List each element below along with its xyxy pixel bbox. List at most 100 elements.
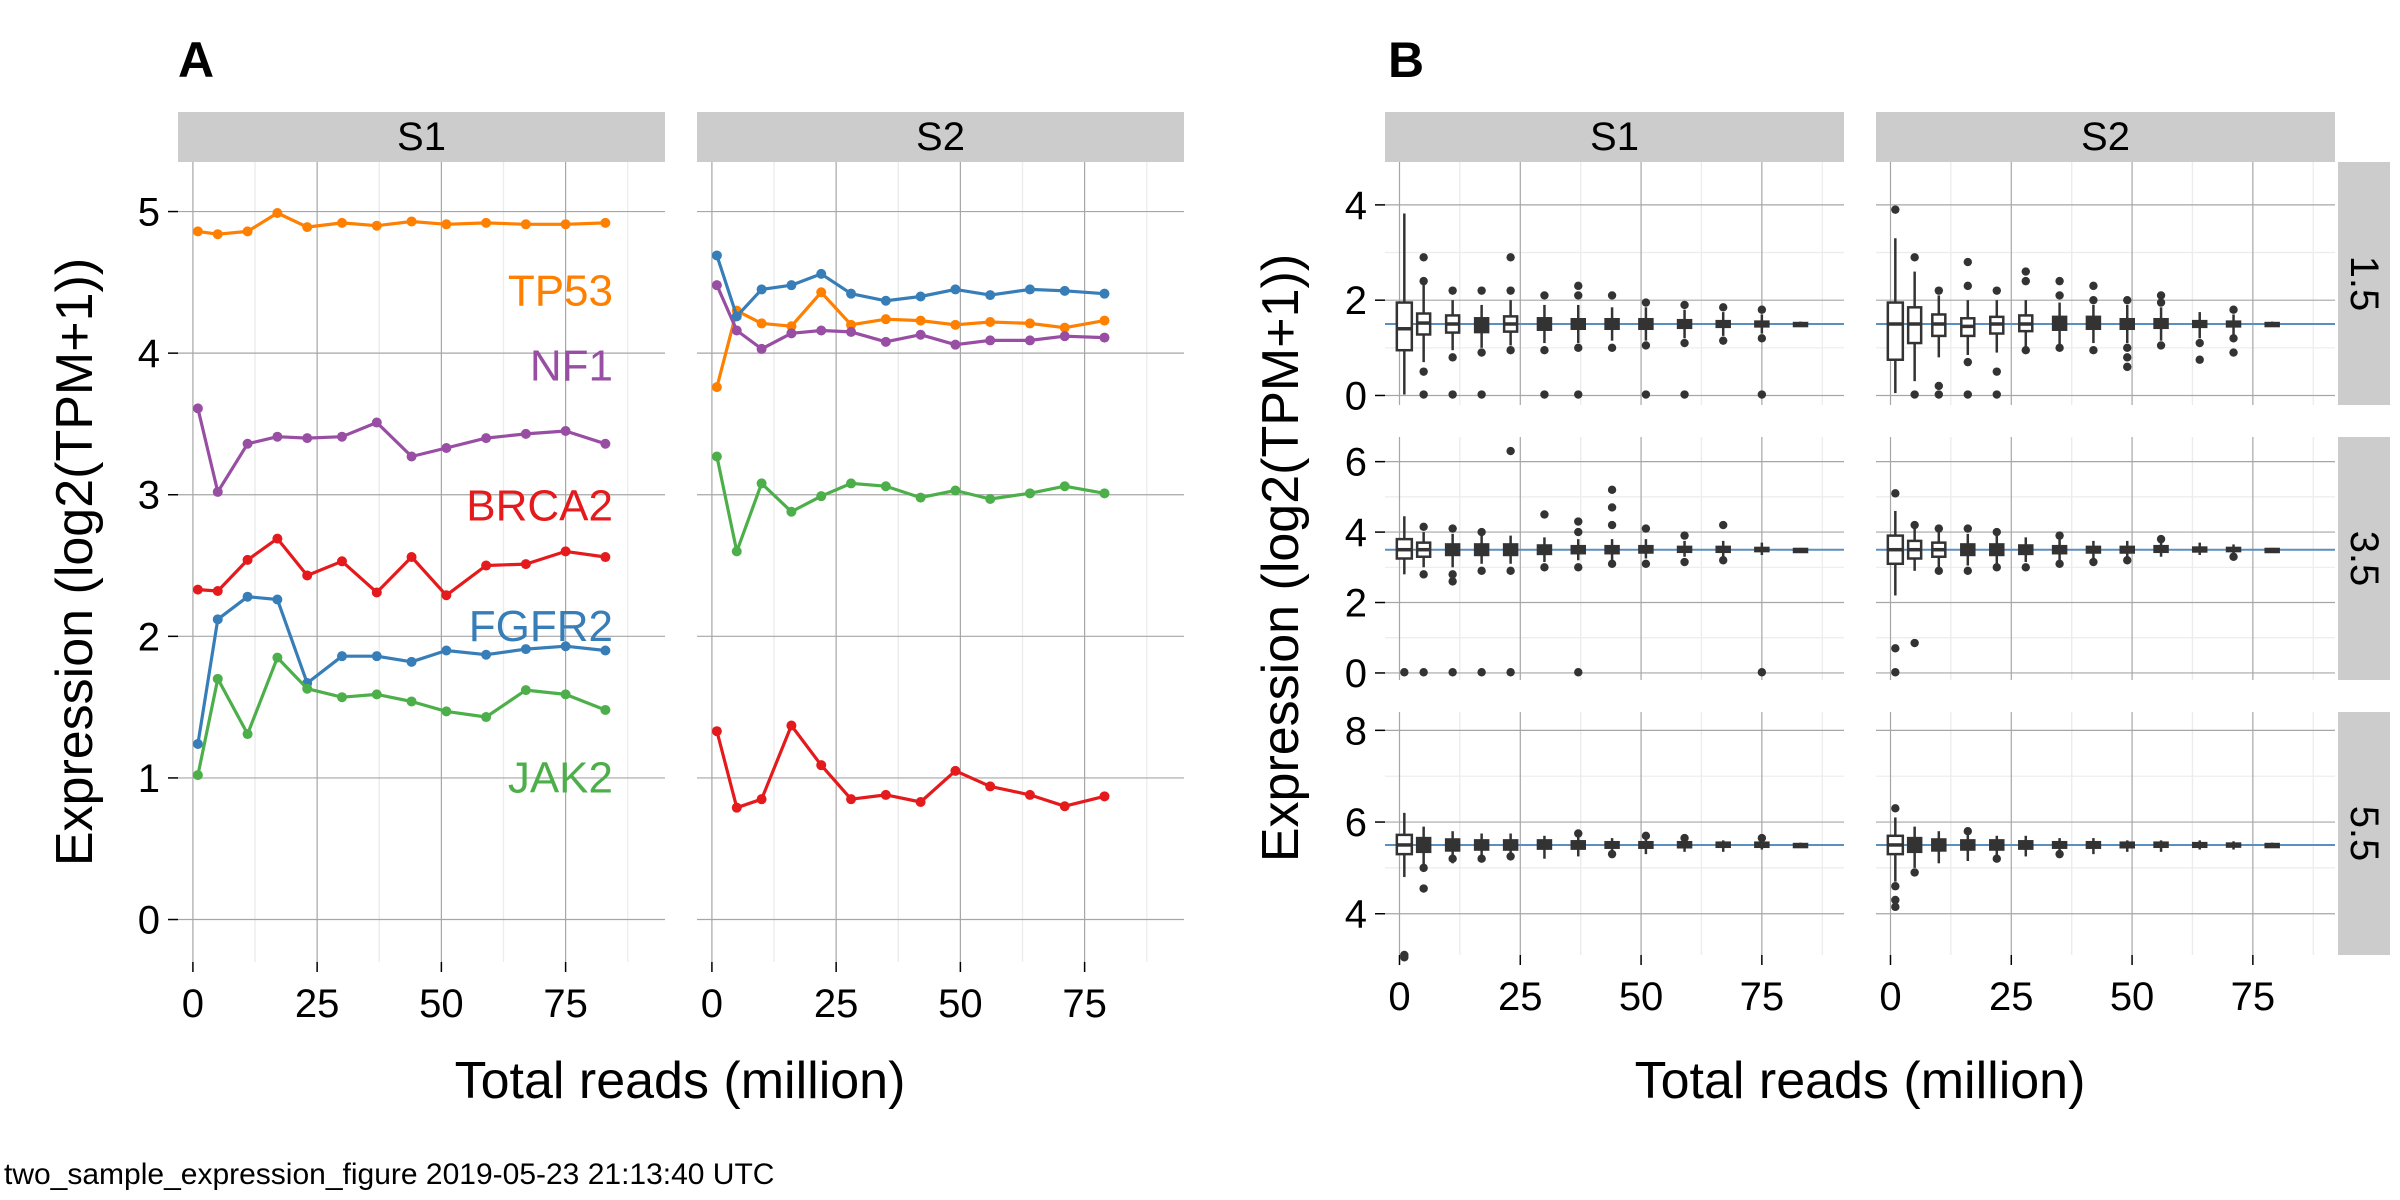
data-point-fgfr2 [846,288,857,299]
data-point-nf1 [880,336,891,347]
data-point-fgfr2 [1099,288,1110,299]
data-point-jak2 [371,689,382,700]
data-point-brca2 [846,794,857,805]
series-line-fgfr2-s2 [715,255,1105,318]
box-outlier [1891,902,1900,912]
box-outlier [2229,348,2238,357]
data-point-brca2 [816,760,827,771]
data-point-brca2 [1059,801,1070,812]
data-point-jak2 [786,506,797,517]
facet-strip-label: 3.5 [2342,531,2386,587]
box-outlier [2156,291,2166,300]
data-point-jak2 [711,451,722,462]
data-point-tp53 [242,226,253,237]
data-point-jak2 [302,683,313,694]
data-point-jak2 [1024,488,1035,499]
x-tick-label: 50 [938,982,983,1026]
box-outlier [1963,257,1973,267]
data-point-nf1 [786,328,797,339]
data-point-tp53 [915,315,926,326]
facet-strip [178,112,665,162]
data-point-fgfr2 [1024,284,1035,295]
box-outlier [1574,517,1583,526]
box-outlier [1607,849,1617,859]
data-point-tp53 [481,217,492,228]
box-outlier [2021,563,2030,572]
box-outlier [1477,527,1486,537]
box-outlier [1448,668,1457,677]
facet-strip [1876,112,2335,162]
series-line-nf1-s1 [196,408,606,494]
box-outlier [1400,950,1409,960]
box-outlier [1540,563,1549,572]
data-point-brca2 [731,802,742,813]
x-tick-label: 75 [1062,982,1107,1026]
data-point-nf1 [756,343,767,354]
x-tick-label: 75 [1740,975,1785,1019]
data-point-brca2 [242,554,253,565]
data-point-nf1 [846,326,857,337]
data-point-nf1 [371,417,382,428]
data-point-jak2 [242,729,253,740]
data-point-tp53 [302,222,313,233]
box-outlier [1574,563,1583,572]
data-point-jak2 [950,485,961,496]
data-point-nf1 [520,428,531,439]
data-point-jak2 [846,478,857,489]
data-point-nf1 [600,438,611,449]
box-outlier [2089,281,2098,291]
box-outlier [1607,503,1617,512]
data-point-brca2 [302,570,313,581]
data-point-fgfr2 [711,250,722,261]
box-outlier [1477,854,1486,863]
data-point-brca2 [212,586,223,597]
box-outlier [1934,566,1944,576]
facet-strip [1385,112,1844,162]
data-point-brca2 [520,559,531,570]
box-outlier [1891,895,1900,905]
box-outlier [1992,527,2001,537]
box-outlier [1963,566,1973,576]
x-tick-label: 25 [814,982,859,1026]
y-tick-label: 6 [1345,801,1367,845]
data-point-fgfr2 [985,290,996,301]
box-outlier [1419,253,1428,262]
facet-panel [1385,437,1844,680]
x-tick-label: 0 [701,982,723,1026]
data-point-tp53 [880,314,891,325]
box-outlier [1992,390,2001,399]
box-outlier [2156,341,2166,350]
data-point-fgfr2 [441,645,452,656]
data-point-fgfr2 [212,614,223,625]
box-outlier [1992,854,2001,863]
facet-strip-label: S1 [1590,115,1639,159]
x-tick-label: 0 [182,982,204,1026]
box-outlier [2156,534,2166,544]
box-outlier [1680,531,1689,540]
y-tick-label: 4 [1345,511,1367,555]
box-outlier [1607,559,1617,568]
data-point-fgfr2 [915,291,926,302]
box-outlier [1506,253,1515,262]
data-point-brca2 [985,781,996,792]
data-point-fgfr2 [406,656,417,667]
series-label-nf1: NF1 [530,341,613,390]
x-tick-label: 25 [295,982,340,1026]
data-point-fgfr2 [371,651,382,662]
box-outlier [1641,559,1651,568]
data-point-jak2 [520,685,531,696]
box-outlier [1506,668,1515,677]
data-point-tp53 [950,319,961,330]
data-point-tp53 [600,217,611,228]
data-point-nf1 [481,433,492,444]
data-point-nf1 [731,325,742,336]
y-tick-label: 1 [138,757,160,801]
data-point-fgfr2 [1059,285,1070,296]
box-outlier [1506,286,1515,295]
box-outlier [1680,833,1689,843]
box-outlier [1719,520,1728,530]
data-point-tp53 [1099,315,1110,326]
box-outlier [1419,863,1428,873]
data-point-fgfr2 [786,280,797,291]
box-outlier [1448,577,1457,586]
